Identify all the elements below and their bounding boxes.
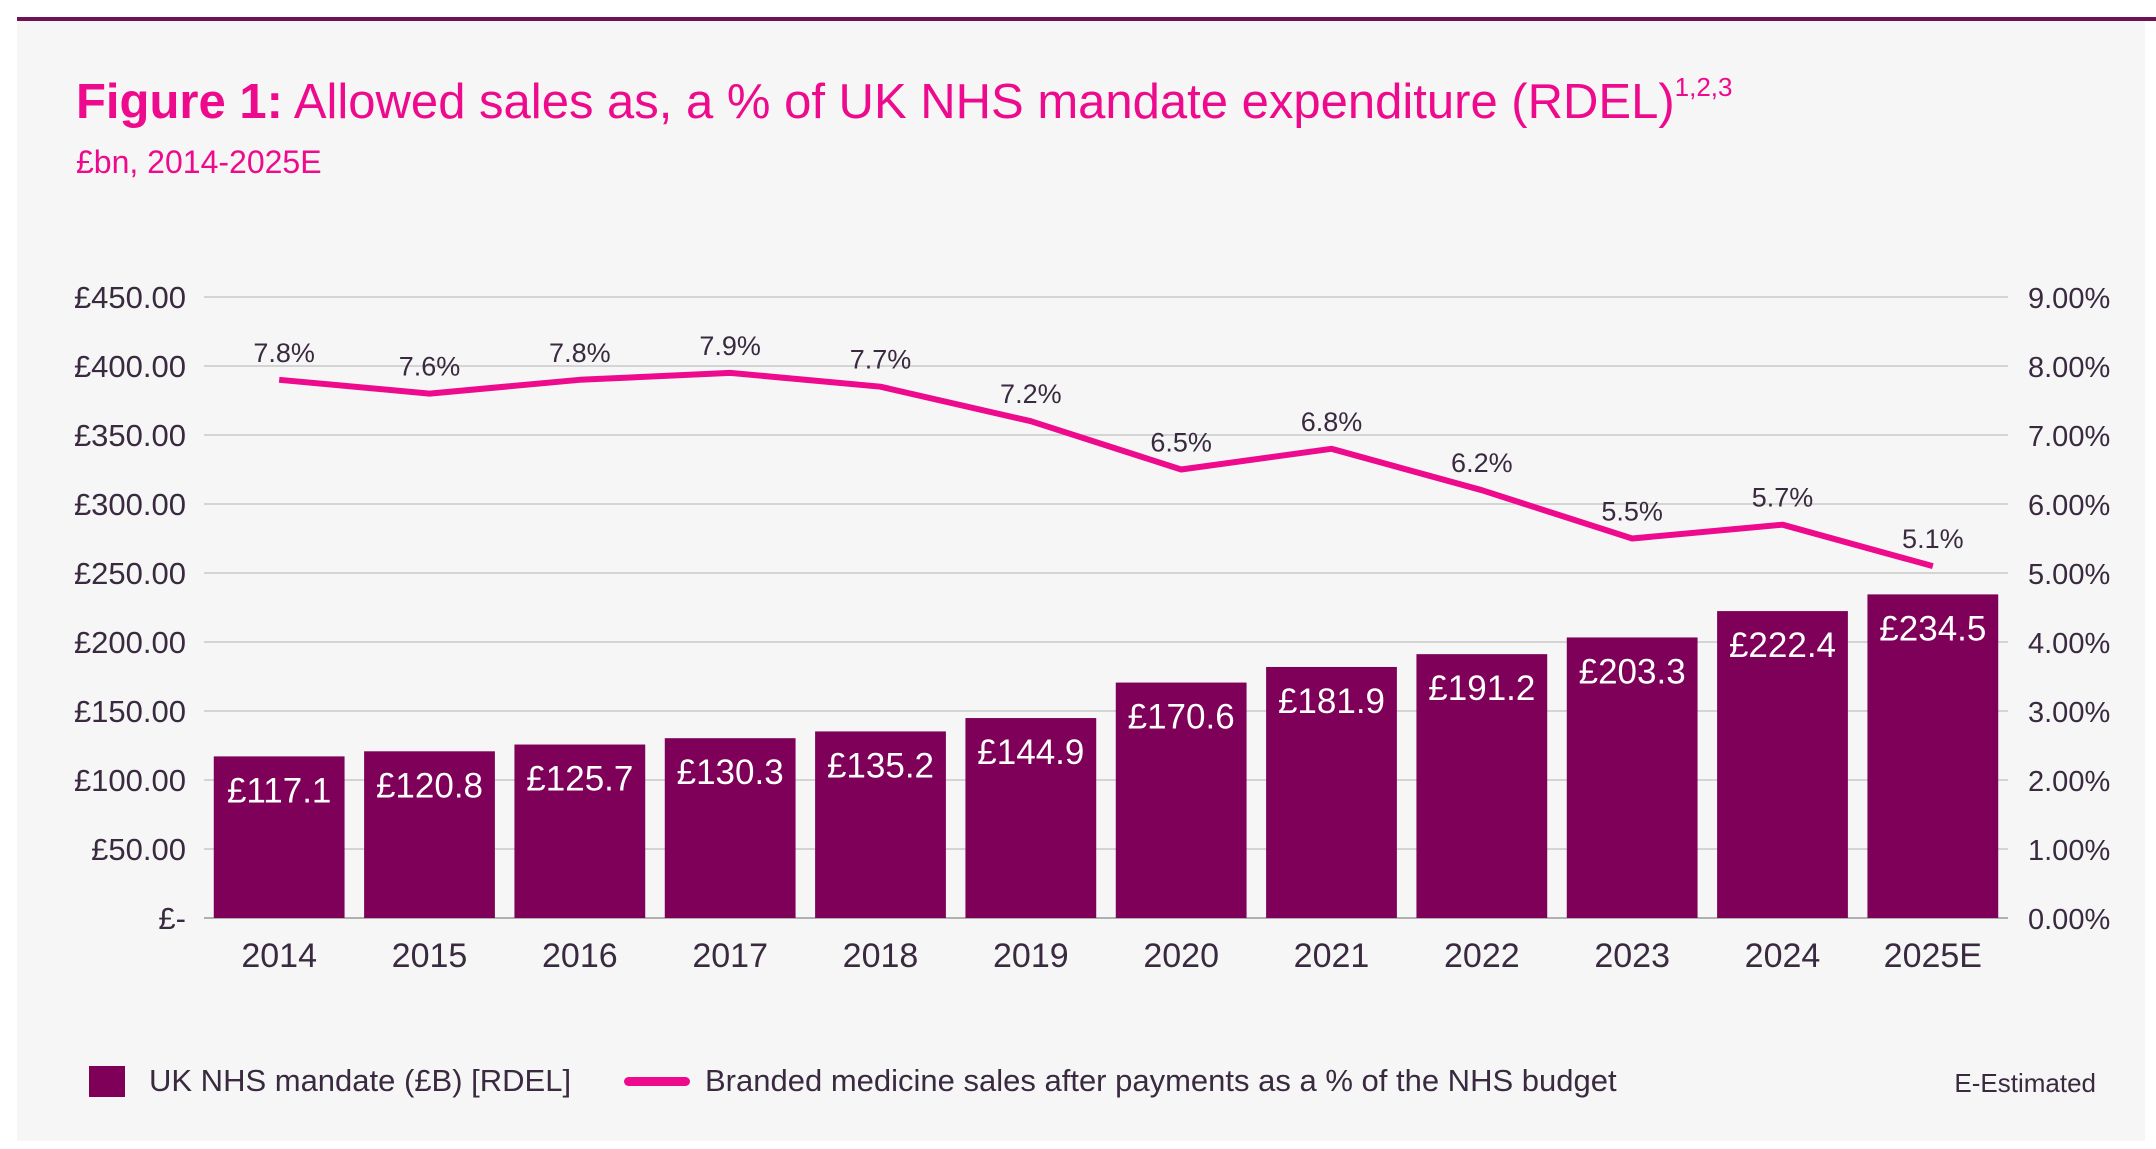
left-tick-label: £350.00: [74, 418, 186, 453]
right-tick-label: 2.00%: [2028, 766, 2110, 798]
left-tick-label: £150.00: [74, 694, 186, 729]
chart-panel: [17, 21, 2145, 1141]
right-tick-label: 7.00%: [2028, 421, 2110, 453]
chart-title: Figure 1: Allowed sales as, a % of UK NH…: [76, 72, 1732, 130]
x-tick-label: 2015: [392, 937, 468, 975]
bar: [364, 751, 495, 918]
bar: [1566, 637, 1698, 918]
legend-bar-label: UK NHS mandate (£B) [RDEL]: [149, 1063, 572, 1098]
line-value-label: 5.1%: [1902, 524, 1964, 554]
x-tick-label: 2025E: [1884, 937, 1982, 975]
legend-line-label: Branded medicine sales after payments as…: [705, 1063, 1617, 1098]
line-value-label: 7.8%: [253, 338, 315, 368]
right-tick-label: 0.00%: [2028, 904, 2110, 936]
line-value-label: 5.7%: [1752, 483, 1814, 513]
left-tick-label: £200.00: [74, 625, 186, 660]
bar: [213, 756, 345, 918]
top-rule: [17, 17, 2156, 21]
bar-value-label: £120.8: [376, 766, 483, 805]
x-tick-label: 2024: [1745, 937, 1821, 975]
line-value-label: 6.2%: [1451, 448, 1513, 478]
bar-value-label: £135.2: [827, 746, 934, 785]
line-value-label: 7.9%: [699, 331, 761, 361]
left-tick-label: £100.00: [74, 763, 186, 798]
x-tick-label: 2023: [1594, 937, 1670, 975]
x-tick-label: 2021: [1294, 937, 1370, 975]
bar-value-label: £203.3: [1579, 652, 1686, 691]
left-tick-label: £300.00: [74, 487, 186, 522]
title-footnotes: 1,2,3: [1674, 72, 1733, 102]
x-tick-label: 2019: [993, 937, 1069, 975]
right-tick-label: 6.00%: [2028, 490, 2110, 522]
left-tick-label: £400.00: [74, 349, 186, 384]
bar: [664, 738, 796, 918]
left-tick-label: £50.00: [91, 832, 186, 867]
bar-value-label: £222.4: [1729, 626, 1836, 665]
bar: [815, 731, 946, 918]
x-tick-label: 2022: [1444, 937, 1520, 975]
estimated-note: E-Estimated: [1954, 1068, 2096, 1098]
bar-value-label: £234.5: [1879, 609, 1986, 648]
line-value-label: 7.7%: [850, 345, 912, 375]
line-value-label: 7.2%: [1000, 379, 1062, 409]
line-value-label: 7.8%: [549, 338, 611, 368]
right-tick-label: 9.00%: [2028, 283, 2110, 315]
bar-value-label: £144.9: [977, 733, 1084, 772]
bar-value-label: £130.3: [677, 753, 784, 792]
bar: [1717, 611, 1848, 918]
right-tick-label: 1.00%: [2028, 835, 2110, 867]
right-tick-label: 4.00%: [2028, 628, 2110, 660]
x-tick-label: 2020: [1143, 937, 1219, 975]
left-tick-label: £-: [158, 901, 186, 936]
right-tick-label: 3.00%: [2028, 697, 2110, 729]
percentage-line: [278, 369, 1934, 569]
bar: [1416, 654, 1548, 918]
bar: [514, 744, 646, 918]
bar-value-label: £170.6: [1128, 698, 1235, 737]
left-tick-label: £450.00: [74, 280, 186, 315]
line-value-label: 6.8%: [1301, 407, 1363, 437]
line-value-label: 7.6%: [399, 352, 461, 382]
bar-value-label: £125.7: [526, 760, 633, 799]
line-value-label: 6.5%: [1150, 428, 1212, 458]
bar: [1115, 682, 1247, 918]
bar: [965, 718, 1097, 918]
bar: [1266, 666, 1397, 918]
bar: [1867, 594, 1999, 918]
bar-value-label: £117.1: [227, 771, 331, 810]
legend-bar-swatch: [89, 1066, 125, 1097]
figure-number: Figure 1:: [76, 75, 283, 129]
title-text: Allowed sales as, a % of UK NHS mandate …: [293, 75, 1675, 129]
right-tick-label: 5.00%: [2028, 559, 2110, 591]
left-tick-label: £250.00: [74, 556, 186, 591]
x-tick-label: 2017: [692, 937, 768, 975]
x-tick-label: 2014: [241, 937, 317, 975]
bar-value-label: £191.2: [1428, 669, 1535, 708]
legend-line-swatch: [624, 1077, 690, 1086]
line-value-label: 5.5%: [1601, 497, 1663, 527]
bar-value-label: £181.9: [1278, 682, 1385, 721]
right-tick-label: 8.00%: [2028, 352, 2110, 384]
chart-subtitle: £bn, 2014-2025E: [76, 144, 322, 180]
x-tick-label: 2016: [542, 937, 618, 975]
x-tick-label: 2018: [843, 937, 919, 975]
